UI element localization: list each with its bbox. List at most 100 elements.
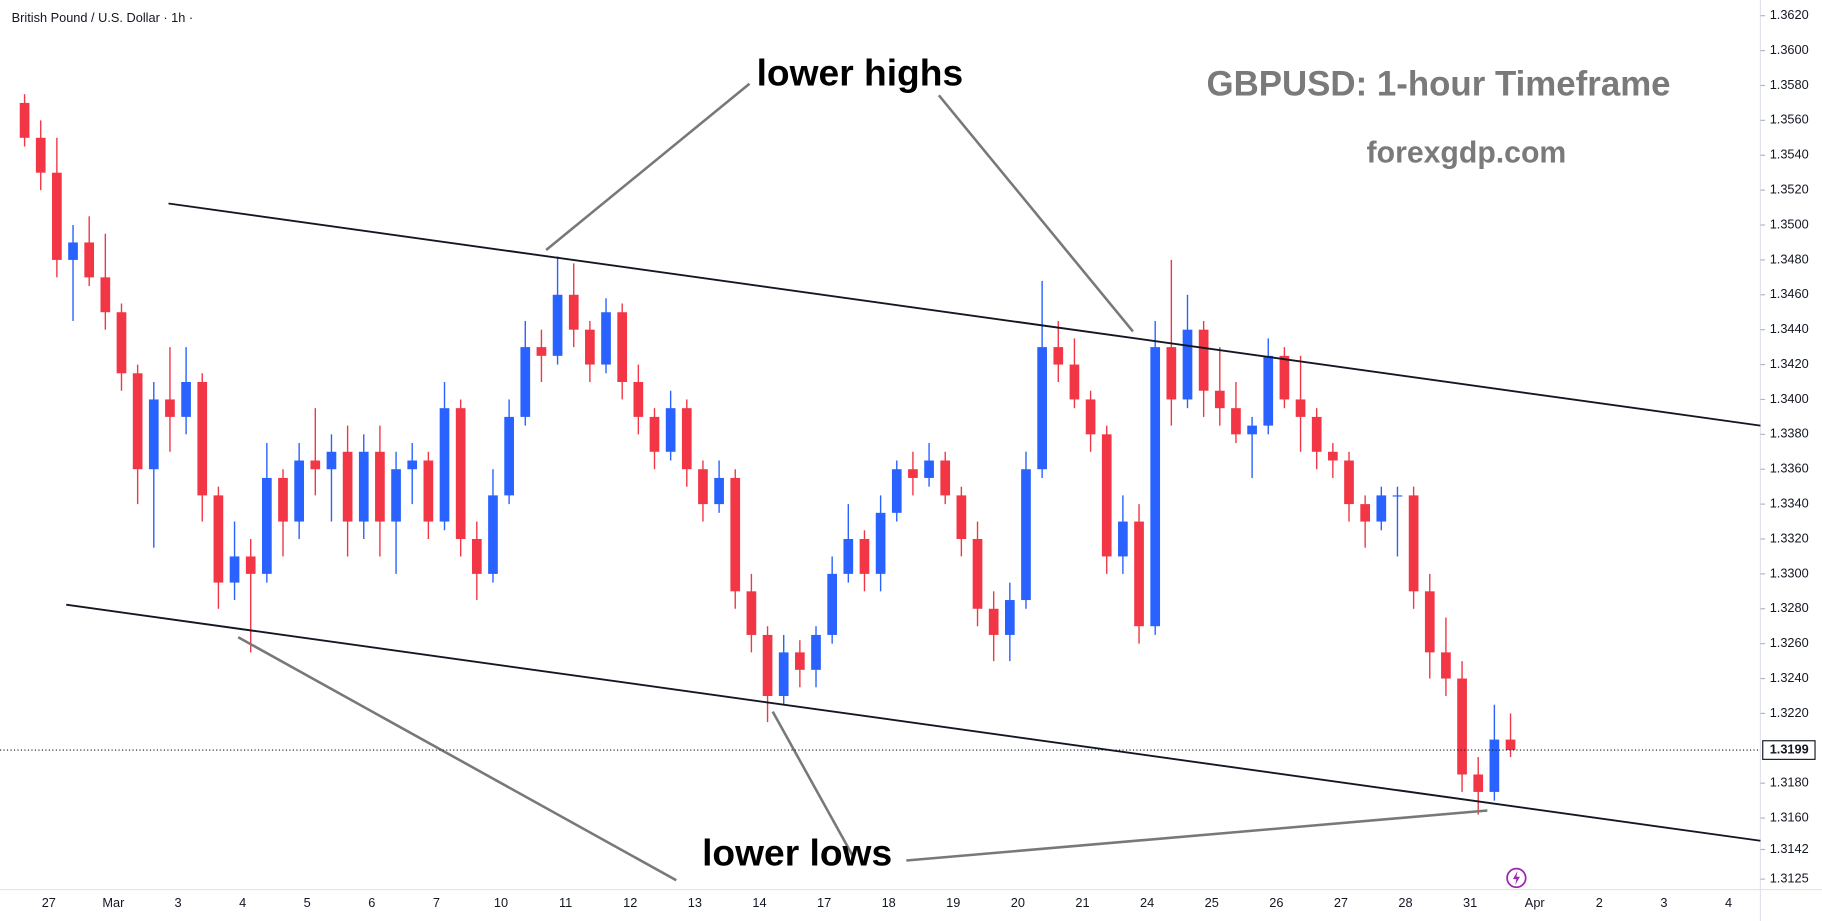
annotation: lower lows xyxy=(702,832,892,874)
candle-body xyxy=(552,294,563,356)
x-tick-label: 3 xyxy=(1660,895,1667,910)
candle-body xyxy=(1231,408,1241,435)
y-tick-label: 1.3320 xyxy=(1770,530,1809,545)
icon-bolt[interactable] xyxy=(1512,870,1520,885)
x-tick-label: 2 xyxy=(1596,895,1603,910)
candle-body xyxy=(1376,495,1387,522)
candle-body xyxy=(1214,390,1225,409)
y-tick-label: 1.3400 xyxy=(1770,391,1809,406)
candle-body xyxy=(52,172,62,260)
candle-body xyxy=(859,538,870,574)
lightning-icon[interactable] xyxy=(1506,867,1527,889)
candle-body xyxy=(617,312,628,383)
x-tick-label: 21 xyxy=(1075,895,1089,910)
candle-body xyxy=(391,469,401,522)
candle-body xyxy=(924,460,934,478)
candle-body xyxy=(1150,347,1161,627)
x-tick-label: 4 xyxy=(239,895,246,910)
candle-body xyxy=(1069,364,1080,400)
candle-body xyxy=(649,416,660,452)
y-tick-label: 1.3620 xyxy=(1770,7,1809,22)
y-tick-label: 1.3420 xyxy=(1770,356,1809,371)
x-tick-label: 17 xyxy=(817,895,831,910)
y-tick-label: 1.3280 xyxy=(1770,600,1809,615)
candle-body xyxy=(326,451,337,470)
candle-body xyxy=(1441,652,1451,679)
candle-body xyxy=(698,469,708,505)
candle-body xyxy=(601,312,611,365)
candle-body xyxy=(407,460,418,470)
candle-body xyxy=(795,652,805,670)
candle-body xyxy=(875,512,886,574)
y-tick-label: 1.3180 xyxy=(1770,775,1809,790)
candle-body xyxy=(1182,329,1193,400)
x-tick-label: 31 xyxy=(1463,895,1477,910)
y-tick-label: 1.3160 xyxy=(1770,809,1809,824)
x-tick-label: 13 xyxy=(688,895,702,910)
candle-body xyxy=(358,451,369,522)
x-tick-label: 28 xyxy=(1398,895,1412,910)
candle-body xyxy=(633,382,644,417)
x-tick-label: 19 xyxy=(946,895,960,910)
candle-body xyxy=(1085,399,1096,435)
candle-body xyxy=(1198,329,1209,391)
candle-body xyxy=(972,538,983,609)
lower-trendline xyxy=(66,603,1761,842)
candle-body xyxy=(488,495,498,574)
candle-body xyxy=(1344,460,1354,505)
candle-body xyxy=(714,477,724,505)
x-tick-label: 10 xyxy=(494,895,508,910)
candle-body xyxy=(1473,774,1484,792)
candle-body xyxy=(262,477,272,574)
x-tick-label: 6 xyxy=(368,895,375,910)
candle-body xyxy=(116,312,127,374)
candle-body xyxy=(439,408,450,522)
y-tick-label: 1.3220 xyxy=(1770,705,1809,720)
candle-body xyxy=(342,451,353,522)
candle-body xyxy=(1408,495,1419,592)
candle-body xyxy=(1505,739,1516,751)
last-price-label: 1.3199 xyxy=(1770,741,1809,756)
icon-circle[interactable] xyxy=(1506,867,1527,889)
header: British Pound / U.S. Dollar · 1h · xyxy=(12,10,194,25)
candle-body xyxy=(536,347,547,356)
candle-body xyxy=(585,329,595,365)
candle-body xyxy=(1424,591,1435,653)
candle-body xyxy=(132,373,143,470)
candle-body xyxy=(213,495,224,583)
candle-body xyxy=(294,460,304,522)
y-tick-label: 1.3125 xyxy=(1770,871,1809,886)
candle-body xyxy=(245,556,256,574)
arrow xyxy=(937,94,1134,333)
candle-body xyxy=(1328,451,1338,461)
y-tick-label: 1.3240 xyxy=(1770,670,1809,685)
y-tick-label: 1.3260 xyxy=(1770,635,1809,650)
candle-body xyxy=(843,538,854,574)
candle-body xyxy=(1118,521,1128,557)
candle-body xyxy=(148,399,159,470)
y-tick-label: 1.3380 xyxy=(1770,426,1809,441)
candle-body xyxy=(908,469,918,478)
candle-body xyxy=(504,416,514,496)
candle-body xyxy=(1101,434,1112,557)
y-tick-label: 1.3540 xyxy=(1770,147,1809,162)
y-tick-label: 1.3360 xyxy=(1770,461,1809,476)
candle-body xyxy=(1360,504,1371,522)
chart-subtitle: forexgdp.com xyxy=(1367,137,1567,170)
x-tick-label: 3 xyxy=(174,895,181,910)
annotation-arrows xyxy=(237,82,1488,882)
candle-body xyxy=(681,408,692,470)
candle-body xyxy=(1134,521,1144,627)
candle-body xyxy=(956,495,967,539)
y-tick-label: 1.3460 xyxy=(1770,286,1809,301)
y-tick-label: 1.3600 xyxy=(1770,42,1809,57)
candle-body xyxy=(455,408,466,539)
candle-body xyxy=(1021,469,1031,601)
candle-body xyxy=(988,608,999,635)
x-tick-label: 14 xyxy=(752,895,766,910)
candle-body xyxy=(471,538,482,574)
candle-body xyxy=(1311,416,1322,452)
x-tick-label: 4 xyxy=(1725,895,1732,910)
candle-body xyxy=(278,477,288,522)
annotation: lower highs xyxy=(757,51,964,93)
